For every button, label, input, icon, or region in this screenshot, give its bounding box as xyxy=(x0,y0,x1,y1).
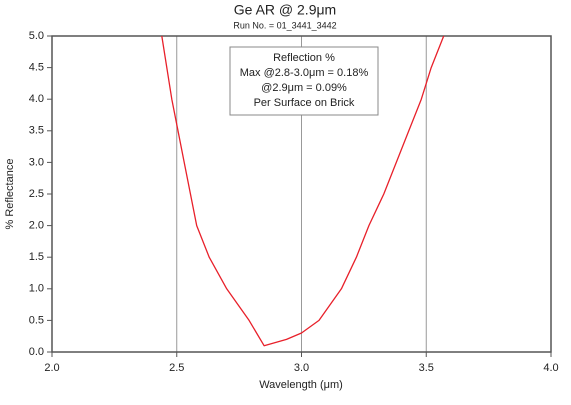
annotation-text: Reflection % xyxy=(273,52,335,64)
x-tick-label: 4.0 xyxy=(543,362,558,374)
annotation-box xyxy=(229,46,379,116)
y-tick-label: 0.5 xyxy=(29,314,44,326)
y-tick-label: 5.0 xyxy=(29,30,44,42)
annotation-text: Per Surface on Brick xyxy=(254,97,355,109)
x-axis-label: Wavelength (μm) xyxy=(259,379,343,391)
y-tick-label: 3.5 xyxy=(29,125,44,137)
x-tick-label: 3.0 xyxy=(294,362,309,374)
x-tick-label: 2.5 xyxy=(169,362,184,374)
x-tick-label: 2.0 xyxy=(44,362,59,374)
plot-frame xyxy=(51,35,552,353)
y-axis-label: % Reflectance xyxy=(4,159,16,230)
y-tick-label: 1.5 xyxy=(29,251,44,263)
y-tick-label: 4.5 xyxy=(29,62,44,74)
annotation-text: Max @2.8-3.0μm = 0.18% xyxy=(240,67,369,79)
x-tick-label: 3.5 xyxy=(419,362,434,374)
data-line xyxy=(161,35,445,347)
chart-subtitle: Run No. = 01_3441_3442 xyxy=(233,20,336,30)
y-tick-label: 2.5 xyxy=(29,188,44,200)
y-tick-label: 2.0 xyxy=(29,220,44,232)
annotation-text: @2.9μm = 0.09% xyxy=(261,82,347,94)
y-tick-label: 0.0 xyxy=(29,346,44,358)
y-tick-label: 4.0 xyxy=(29,93,44,105)
y-tick-label: 3.0 xyxy=(29,156,44,168)
y-tick-label: 1.0 xyxy=(29,283,44,295)
chart-title: Ge AR @ 2.9μm xyxy=(234,2,336,18)
